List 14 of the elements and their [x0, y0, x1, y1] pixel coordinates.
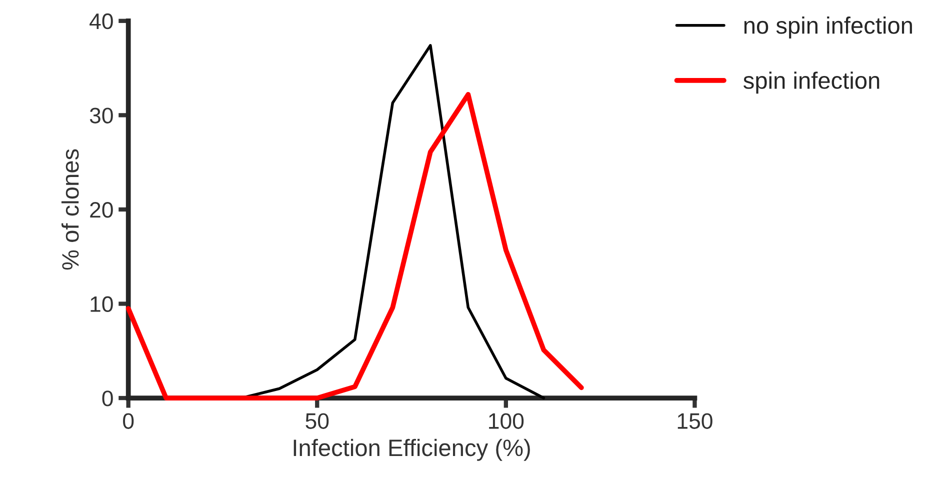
x-tick-label: 50 [306, 413, 329, 429]
y-tick-label: 10 [90, 296, 113, 312]
y-tick-label: 20 [90, 202, 113, 218]
legend-label: spin infection [744, 72, 880, 94]
line-series [126, 92, 584, 400]
y-tick-label: 30 [90, 108, 113, 124]
legend-label: no spin infection [744, 16, 912, 39]
x-axis-title: Infection Efficiency (%) [294, 438, 530, 461]
y-tick-label: 40 [90, 13, 113, 30]
y-axis-title: % of clones [61, 149, 79, 270]
x-tick-label: 0 [123, 413, 134, 429]
y-tick-label: 0 [102, 390, 113, 406]
x-tick-label: 150 [678, 413, 712, 429]
x-tick-label: 100 [489, 413, 524, 429]
